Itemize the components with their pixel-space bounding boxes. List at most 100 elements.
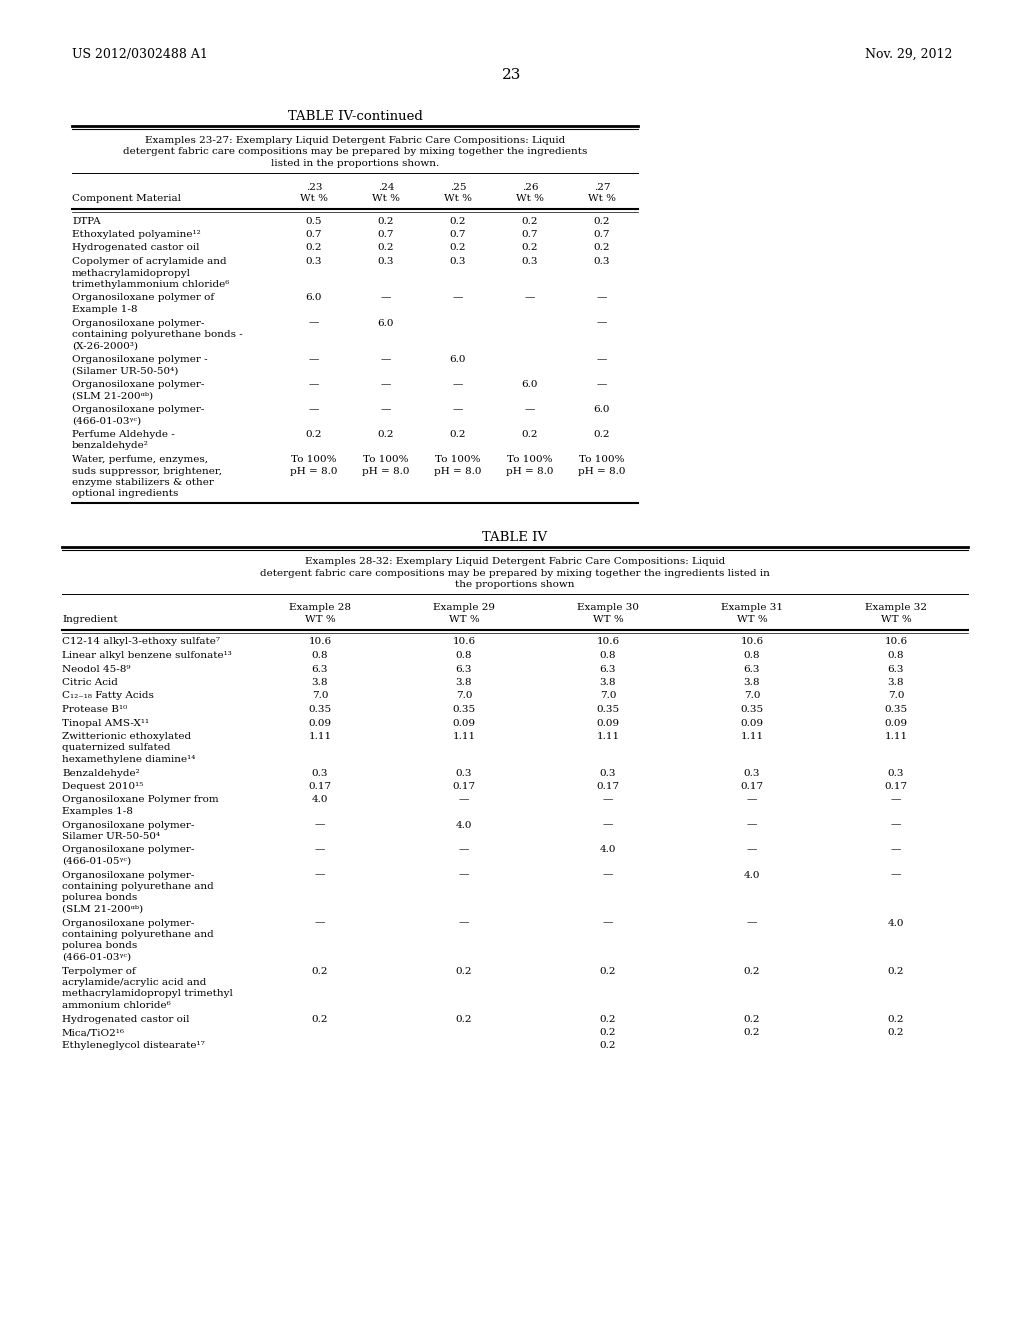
Text: 0.2: 0.2 <box>600 1015 616 1023</box>
Text: methacrylamidopropyl: methacrylamidopropyl <box>72 268 191 277</box>
Text: 0.8: 0.8 <box>888 651 904 660</box>
Text: pH = 8.0: pH = 8.0 <box>362 466 410 475</box>
Text: Copolymer of acrylamide and: Copolymer of acrylamide and <box>72 257 226 267</box>
Text: 0.09: 0.09 <box>885 718 907 727</box>
Text: TABLE IV-continued: TABLE IV-continued <box>288 110 423 123</box>
Text: 0.17: 0.17 <box>453 781 475 791</box>
Text: 0.2: 0.2 <box>450 243 466 252</box>
Text: 10.6: 10.6 <box>596 638 620 647</box>
Text: 0.7: 0.7 <box>450 230 466 239</box>
Text: 0.2: 0.2 <box>594 243 610 252</box>
Text: 4.0: 4.0 <box>311 796 329 804</box>
Text: Organosiloxane Polymer from: Organosiloxane Polymer from <box>62 796 219 804</box>
Text: 0.7: 0.7 <box>594 230 610 239</box>
Text: DTPA: DTPA <box>72 216 100 226</box>
Text: Citric Acid: Citric Acid <box>62 678 118 686</box>
Text: 0.2: 0.2 <box>594 430 610 440</box>
Text: Wt %: Wt % <box>444 194 472 203</box>
Text: Organosiloxane polymer-: Organosiloxane polymer- <box>62 870 195 879</box>
Text: pH = 8.0: pH = 8.0 <box>434 466 481 475</box>
Text: —: — <box>314 870 326 879</box>
Text: Protease B¹⁰: Protease B¹⁰ <box>62 705 127 714</box>
Text: 0.2: 0.2 <box>600 1041 616 1051</box>
Text: Hydrogenated castor oil: Hydrogenated castor oil <box>72 243 200 252</box>
Text: —: — <box>459 919 469 928</box>
Text: 0.35: 0.35 <box>740 705 764 714</box>
Text: WT %: WT % <box>449 615 479 624</box>
Text: Organosiloxane polymer -: Organosiloxane polymer - <box>72 355 208 364</box>
Text: 7.0: 7.0 <box>888 692 904 701</box>
Text: —: — <box>459 846 469 854</box>
Text: 0.2: 0.2 <box>888 1015 904 1023</box>
Text: —: — <box>314 919 326 928</box>
Text: 1.11: 1.11 <box>308 733 332 741</box>
Text: To 100%: To 100% <box>291 455 337 465</box>
Text: 0.09: 0.09 <box>740 718 764 727</box>
Text: Mica/TiO2¹⁶: Mica/TiO2¹⁶ <box>62 1028 125 1038</box>
Text: 6.0: 6.0 <box>378 318 394 327</box>
Text: —: — <box>891 870 901 879</box>
Text: pH = 8.0: pH = 8.0 <box>579 466 626 475</box>
Text: 0.2: 0.2 <box>378 243 394 252</box>
Text: 0.09: 0.09 <box>596 718 620 727</box>
Text: 6.3: 6.3 <box>888 664 904 673</box>
Text: 0.3: 0.3 <box>594 257 610 267</box>
Text: 6.3: 6.3 <box>600 664 616 673</box>
Text: Ethoxylated polyamine¹²: Ethoxylated polyamine¹² <box>72 230 201 239</box>
Text: Neodol 45-8⁹: Neodol 45-8⁹ <box>62 664 130 673</box>
Text: (Silamer UR-50-50⁴): (Silamer UR-50-50⁴) <box>72 367 178 375</box>
Text: 0.3: 0.3 <box>450 257 466 267</box>
Text: 0.2: 0.2 <box>743 1028 760 1038</box>
Text: Zwitterionic ethoxylated: Zwitterionic ethoxylated <box>62 733 191 741</box>
Text: —: — <box>891 846 901 854</box>
Text: 4.0: 4.0 <box>600 846 616 854</box>
Text: 0.8: 0.8 <box>311 651 329 660</box>
Text: pH = 8.0: pH = 8.0 <box>506 466 554 475</box>
Text: 7.0: 7.0 <box>456 692 472 701</box>
Text: hexamethylene diamine¹⁴: hexamethylene diamine¹⁴ <box>62 755 196 764</box>
Text: Examples 1-8: Examples 1-8 <box>62 807 133 816</box>
Text: 4.0: 4.0 <box>888 919 904 928</box>
Text: 4.0: 4.0 <box>456 821 472 829</box>
Text: .24: .24 <box>378 182 394 191</box>
Text: —: — <box>603 919 613 928</box>
Text: —: — <box>597 318 607 327</box>
Text: methacrylamidopropyl trimethyl: methacrylamidopropyl trimethyl <box>62 990 232 998</box>
Text: (466-01-03ᵞᶜ): (466-01-03ᵞᶜ) <box>62 953 131 962</box>
Text: 0.2: 0.2 <box>306 430 323 440</box>
Text: Wt %: Wt % <box>300 194 328 203</box>
Text: —: — <box>891 821 901 829</box>
Text: Example 32: Example 32 <box>865 603 927 612</box>
Text: 0.2: 0.2 <box>450 430 466 440</box>
Text: benzaldehyde²: benzaldehyde² <box>72 441 148 450</box>
Text: To 100%: To 100% <box>435 455 480 465</box>
Text: 3.8: 3.8 <box>743 678 760 686</box>
Text: 3.8: 3.8 <box>600 678 616 686</box>
Text: 0.2: 0.2 <box>522 243 539 252</box>
Text: —: — <box>603 821 613 829</box>
Text: 0.2: 0.2 <box>600 1028 616 1038</box>
Text: Wt %: Wt % <box>588 194 616 203</box>
Text: optional ingredients: optional ingredients <box>72 490 178 499</box>
Text: 3.8: 3.8 <box>456 678 472 686</box>
Text: (466-01-05ᵞᶜ): (466-01-05ᵞᶜ) <box>62 857 131 866</box>
Text: 0.7: 0.7 <box>306 230 323 239</box>
Text: Tinopal AMS-X¹¹: Tinopal AMS-X¹¹ <box>62 718 150 727</box>
Text: —: — <box>525 293 536 302</box>
Text: Wt %: Wt % <box>516 194 544 203</box>
Text: 0.35: 0.35 <box>596 705 620 714</box>
Text: detergent fabric care compositions may be prepared by mixing together the ingred: detergent fabric care compositions may b… <box>123 148 587 157</box>
Text: 0.2: 0.2 <box>522 216 539 226</box>
Text: 7.0: 7.0 <box>743 692 760 701</box>
Text: 6.3: 6.3 <box>743 664 760 673</box>
Text: —: — <box>459 870 469 879</box>
Text: 0.3: 0.3 <box>743 768 760 777</box>
Text: Example 1-8: Example 1-8 <box>72 305 137 314</box>
Text: Organosiloxane polymer-: Organosiloxane polymer- <box>62 919 195 928</box>
Text: —: — <box>309 318 319 327</box>
Text: 0.17: 0.17 <box>740 781 764 791</box>
Text: Terpolymer of: Terpolymer of <box>62 966 136 975</box>
Text: —: — <box>597 355 607 364</box>
Text: containing polyurethane and: containing polyurethane and <box>62 931 214 939</box>
Text: 6.0: 6.0 <box>522 380 539 389</box>
